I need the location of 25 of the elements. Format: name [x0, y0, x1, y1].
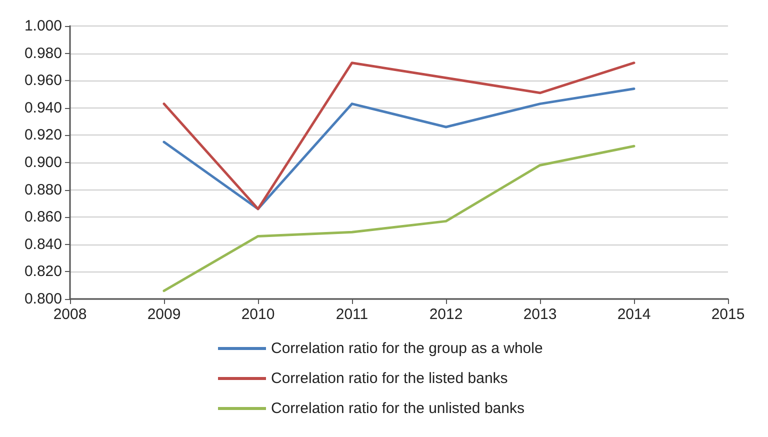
y-tick-label: 0.940	[24, 99, 62, 116]
x-tick-label: 2011	[336, 306, 368, 323]
x-tick-label: 2015	[711, 306, 745, 323]
y-tick-label: 0.980	[24, 44, 62, 62]
line-series	[162, 88, 636, 210]
legend-label: Correlation ratio for the group as a whole	[271, 340, 543, 357]
x-tick-label: 2009	[147, 306, 181, 323]
y-tick-label: 0.920	[24, 126, 62, 144]
y-tick-label: 0.900	[24, 154, 62, 171]
legend-label: Correlation ratio for the listed banks	[271, 370, 508, 387]
y-tick-label: 0.840	[24, 236, 62, 253]
x-tick-label: 2012	[429, 306, 463, 323]
x-tick-label: 2008	[53, 306, 87, 323]
y-tick-label: 0.820	[24, 263, 62, 280]
line-series	[162, 144, 636, 292]
x-tick-label: 2010	[241, 306, 275, 323]
legend-label: Correlation ratio for the unlisted banks	[271, 400, 524, 417]
y-tick-label: 0.880	[24, 181, 62, 198]
x-tick-label: 2014	[617, 306, 651, 323]
y-tick-label: 1.000	[24, 18, 62, 34]
y-tick-label: 0.860	[24, 208, 62, 226]
y-tick-label: 0.800	[24, 290, 62, 308]
x-tick-label: 2013	[523, 306, 557, 323]
line-series	[162, 62, 636, 210]
y-tick-label: 0.960	[24, 72, 62, 90]
